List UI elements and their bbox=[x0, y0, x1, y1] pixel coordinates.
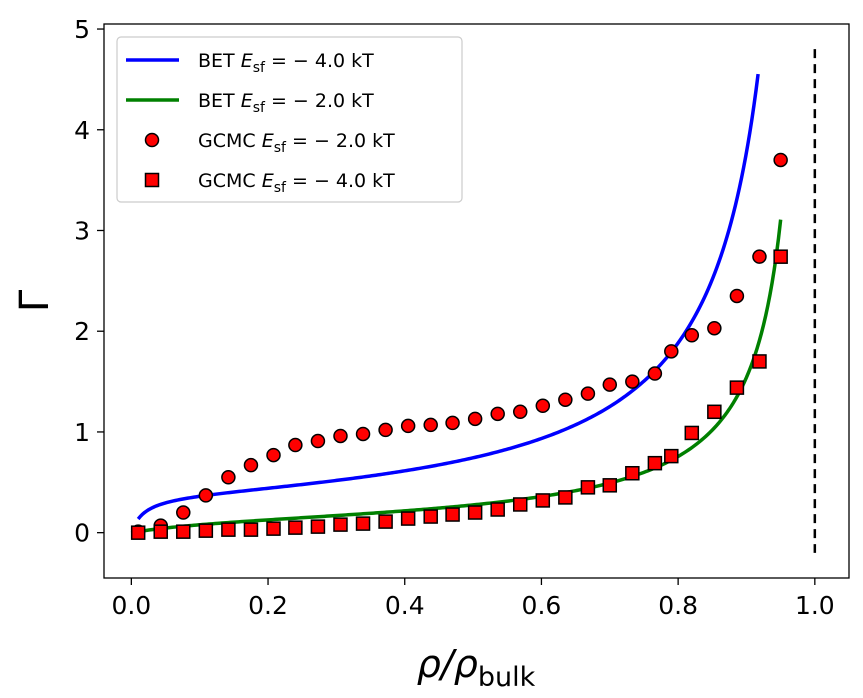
gcmc-circle-point bbox=[684, 327, 700, 343]
markers-layer bbox=[130, 152, 788, 540]
gcmc-circle-point bbox=[423, 417, 438, 433]
gcmc-square-point bbox=[153, 524, 168, 539]
gcmc-square-point bbox=[752, 354, 767, 369]
legend-label: GCMC Esf = − 4.0 kT bbox=[198, 170, 395, 196]
gcmc-square-point bbox=[467, 505, 483, 520]
gcmc-square-point bbox=[625, 465, 640, 481]
legend-label: GCMC Esf = − 2.0 kT bbox=[198, 130, 395, 156]
gcmc-square-point bbox=[535, 493, 551, 508]
gcmc-circle-point bbox=[266, 447, 281, 463]
plot-area bbox=[130, 49, 817, 553]
gcmc-square-point bbox=[198, 523, 214, 538]
gcmc-square-point bbox=[647, 455, 663, 471]
gcmc-square-point bbox=[664, 448, 679, 464]
axes-frame bbox=[103, 23, 850, 579]
legend-square-swatch bbox=[144, 172, 160, 188]
gcmc-circle-point bbox=[467, 411, 483, 427]
x-axis-label-main: ρ/ρ bbox=[417, 642, 478, 686]
gcmc-square-point bbox=[512, 497, 528, 512]
x-tick-label: 1.0 bbox=[795, 591, 835, 620]
gcmc-circle-point bbox=[400, 418, 416, 434]
gcmc-circle-point bbox=[580, 386, 596, 401]
gcmc-square-point bbox=[130, 525, 146, 540]
gcmc-square-point bbox=[707, 404, 722, 420]
gcmc-square-point bbox=[684, 425, 700, 441]
x-axis-label-sub: bulk bbox=[478, 662, 536, 693]
y-tick-label: 3 bbox=[74, 216, 90, 245]
x-axis-label: ρ/ρbulk bbox=[417, 642, 536, 693]
gcmc-square-point bbox=[266, 521, 281, 536]
gcmc-square-point bbox=[729, 380, 745, 395]
gcmc-square-point bbox=[288, 520, 303, 535]
gcmc-circle-point bbox=[558, 392, 573, 407]
gcmc-square-point bbox=[310, 519, 326, 534]
gcmc-circle-point bbox=[625, 374, 640, 389]
gcmc-circle-point bbox=[445, 415, 460, 431]
gcmc-square-point bbox=[773, 249, 788, 264]
x-tick-label: 0.8 bbox=[658, 591, 698, 620]
gcmc-circle-point bbox=[535, 398, 551, 414]
gcmc-circle-point bbox=[198, 488, 214, 503]
gcmc-circle-point bbox=[664, 344, 679, 359]
gcmc-circle-point bbox=[355, 426, 371, 442]
gcmc-circle-point bbox=[288, 437, 303, 453]
gcmc-circle-point bbox=[333, 428, 348, 444]
gcmc-circle-point bbox=[243, 457, 259, 473]
gcmc-circle-point bbox=[707, 320, 722, 336]
y-tick-label: 4 bbox=[74, 116, 90, 145]
y-tick-label: 1 bbox=[74, 418, 90, 447]
gcmc-square-point bbox=[558, 490, 573, 505]
gcmc-square-point bbox=[176, 524, 191, 539]
gcmc-square-point bbox=[490, 502, 505, 517]
gcmc-square-point bbox=[602, 478, 618, 493]
gcmc-square-point bbox=[580, 480, 596, 495]
gcmc-circle-point bbox=[752, 249, 767, 264]
gcmc-square-point bbox=[333, 517, 348, 532]
legend-label: BET Esf = − 4.0 kT bbox=[198, 50, 374, 76]
x-axis-ticks: 0.0 0.2 0.4 0.6 0.8 1.0 bbox=[111, 578, 835, 620]
y-tick-label: 0 bbox=[74, 519, 90, 548]
gcmc-circle-point bbox=[602, 377, 618, 392]
legend-label: BET Esf = − 2.0 kT bbox=[198, 90, 374, 116]
gcmc-circle-point bbox=[310, 433, 326, 449]
legend-box bbox=[116, 36, 463, 203]
gcmc-square-point bbox=[221, 522, 236, 537]
gcmc-square-point bbox=[400, 511, 416, 526]
legend: BET Esf = − 4.0 kT BET Esf = − 2.0 kT GCMC… bbox=[116, 36, 463, 203]
gcmc-circle-point bbox=[512, 404, 528, 420]
x-tick-label: 0.6 bbox=[522, 591, 562, 620]
gcmc-circle-point bbox=[176, 505, 191, 520]
x-tick-label: 0.2 bbox=[248, 591, 288, 620]
y-tick-label: 5 bbox=[74, 15, 90, 44]
legend-circle-swatch bbox=[144, 132, 160, 148]
gcmc-square-point bbox=[423, 509, 438, 524]
x-tick-label: 0.0 bbox=[111, 591, 151, 620]
gcmc-circle-point bbox=[378, 422, 393, 438]
gcmc-square-point bbox=[243, 522, 259, 537]
gcmc-circle-point bbox=[773, 152, 788, 168]
gcmc-circle-point bbox=[490, 406, 505, 422]
y-tick-label: 2 bbox=[74, 317, 90, 346]
y-axis-label: Γ bbox=[12, 289, 58, 312]
y-axis-ticks: 0 1 2 3 4 5 bbox=[74, 15, 104, 548]
gcmc-square-point bbox=[378, 514, 393, 529]
gcmc-square-point bbox=[355, 516, 371, 531]
x-tick-label: 0.4 bbox=[385, 591, 425, 620]
gcmc-circle-point bbox=[647, 366, 663, 381]
gcmc-square-point bbox=[445, 507, 460, 522]
gcmc-circle-point bbox=[221, 470, 236, 485]
gcmc-circle-point bbox=[729, 288, 745, 304]
